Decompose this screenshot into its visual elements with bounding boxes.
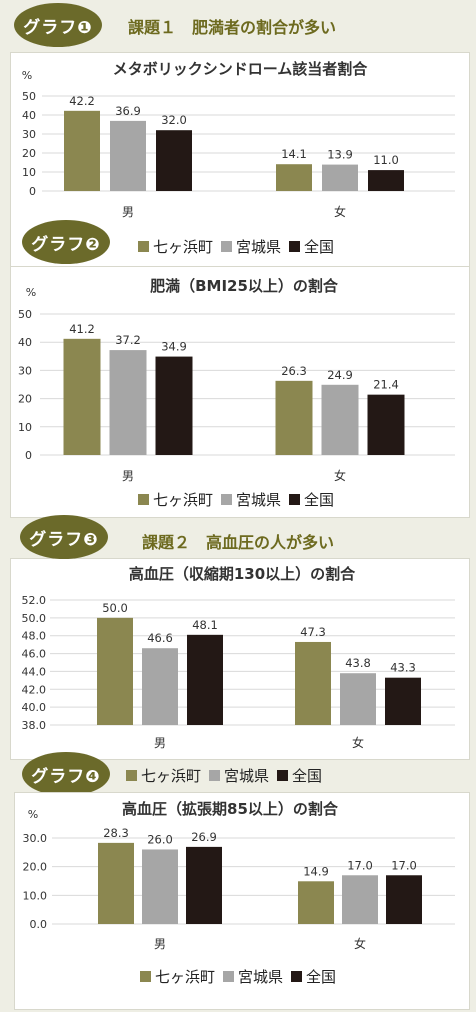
legend-label-nation: 全国 <box>292 767 323 785</box>
chart-legend-4: 七ヶ浜町 宮城県 全国 <box>140 966 336 987</box>
legend-swatch-local <box>138 494 149 505</box>
graph-badge-2: グラフ❷ <box>22 220 110 264</box>
legend-swatch-pref <box>223 971 235 982</box>
chart-panel-3 <box>10 558 470 760</box>
topic-heading-1: 課題１ 肥満者の割合が多い <box>128 18 337 37</box>
graph-badge-1: グラフ❶ <box>14 3 102 47</box>
legend-label-nation: 全国 <box>304 238 335 256</box>
legend-swatch-nation <box>277 770 289 781</box>
legend-swatch-nation <box>291 971 303 982</box>
legend-swatch-pref <box>209 770 221 781</box>
legend-label-local: 七ヶ浜町 <box>153 238 214 256</box>
legend-label-local: 七ヶ浜町 <box>141 767 202 785</box>
legend-label-pref: 宮城県 <box>236 491 282 509</box>
chart-legend-2: 七ヶ浜町 宮城県 全国 <box>138 489 334 510</box>
legend-swatch-local <box>126 770 137 781</box>
legend-label-local: 七ヶ浜町 <box>153 491 214 509</box>
graph-badge-4: グラフ❹ <box>22 752 110 796</box>
chart-legend-3: 七ヶ浜町 宮城県 全国 <box>126 765 322 786</box>
legend-swatch-nation <box>289 494 301 505</box>
legend-swatch-pref <box>221 494 233 505</box>
topic-heading-3: 課題２ 高血圧の人が多い <box>142 533 335 552</box>
chart-legend-1: 七ヶ浜町 宮城県 全国 <box>138 236 334 257</box>
legend-label-pref: 宮城県 <box>236 238 282 256</box>
legend-label-pref: 宮城県 <box>238 968 284 986</box>
legend-label-pref: 宮城県 <box>224 767 270 785</box>
legend-label-nation: 全国 <box>306 968 337 986</box>
graph-badge-3: グラフ❸ <box>20 515 108 559</box>
legend-swatch-pref <box>221 241 233 252</box>
legend-label-local: 七ヶ浜町 <box>155 968 216 986</box>
legend-label-nation: 全国 <box>304 491 335 509</box>
legend-swatch-local <box>140 971 151 982</box>
legend-swatch-nation <box>289 241 301 252</box>
legend-swatch-local <box>138 241 149 252</box>
chart-panel-2 <box>10 266 470 518</box>
